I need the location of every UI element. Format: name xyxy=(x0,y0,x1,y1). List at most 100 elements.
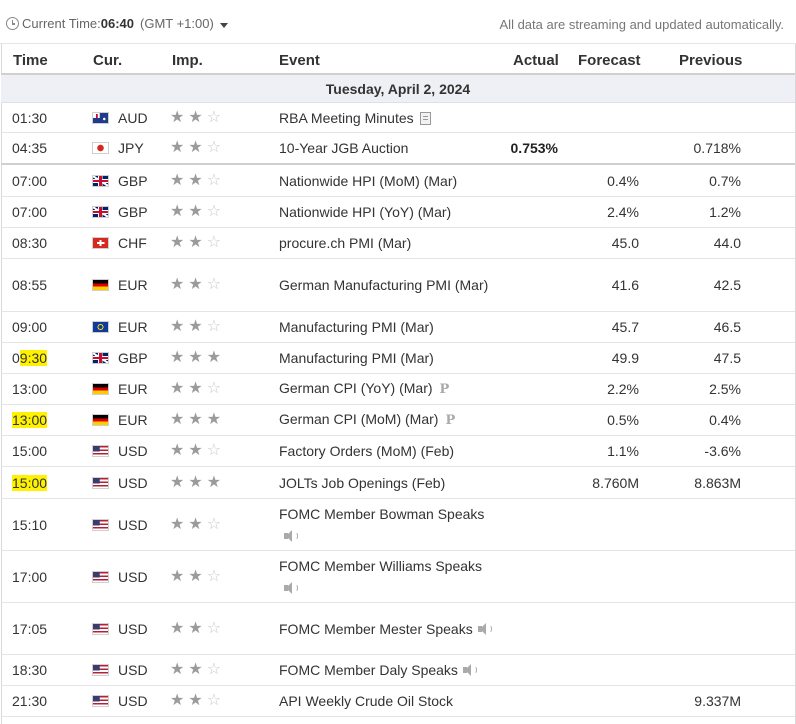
timezone-label: (GMT +1:00) xyxy=(140,16,214,31)
table-row[interactable]: 21:30 USD ★ ★ ☆ API Weekly Crude Oil Stock 9.3… xyxy=(1,686,795,717)
forecast-value: 0.5% xyxy=(607,412,639,428)
col-header-importance[interactable]: Imp. xyxy=(172,52,203,69)
event-name[interactable]: FOMC Member Williams Speaks xyxy=(279,555,494,599)
star-filled-icon: ★ xyxy=(188,349,203,366)
table-row[interactable]: 17:00 USD ★ ★ ☆ FOMC Member Williams Speaks xyxy=(1,551,795,603)
timezone-selector[interactable]: Current Time: 06:40 (GMT +1:00) xyxy=(6,16,228,31)
table-row[interactable]: 07:00 GBP ★ ★ ☆ Nationwide HPI (MoM) (Mar) 0.4… xyxy=(1,165,795,197)
star-empty-icon: ☆ xyxy=(206,234,222,251)
event-name[interactable]: Manufacturing PMI (Mar) xyxy=(279,350,434,366)
star-empty-icon: ☆ xyxy=(206,203,222,220)
star-empty-icon: ☆ xyxy=(206,380,222,397)
importance-rating: ★ ★ ☆ xyxy=(170,235,221,251)
usd-flag-icon xyxy=(92,476,109,489)
event-time: 17:05 xyxy=(12,620,48,637)
event-name[interactable]: API Weekly Crude Oil Stock xyxy=(279,693,454,709)
previous-value: 1.2% xyxy=(709,204,741,220)
event-time: 15:00 xyxy=(12,443,48,459)
star-filled-icon: ★ xyxy=(188,108,203,126)
table-header: Time Cur. Imp. Event Actual Forecast Pre… xyxy=(1,45,795,75)
star-filled-icon: ★ xyxy=(170,171,185,189)
previous-value: 44.0 xyxy=(713,235,741,251)
importance-rating: ★ ★ ☆ xyxy=(170,277,221,293)
event-name[interactable]: FOMC Member Bowman Speaks xyxy=(279,503,494,547)
col-header-forecast[interactable]: Forecast xyxy=(578,52,641,69)
star-filled-icon: ★ xyxy=(170,234,185,251)
star-empty-icon: ☆ xyxy=(206,567,222,585)
col-header-actual[interactable]: Actual xyxy=(513,52,559,69)
table-row[interactable]: 01:30 AUD ★ ★ ☆ RBA Meeting Minutes xyxy=(1,103,795,133)
table-row[interactable]: 18:30 USD ★ ★ ☆ FOMC Member Daly Speaks xyxy=(1,655,795,686)
preliminary-icon: P xyxy=(439,382,450,397)
event-time: 08:30 xyxy=(12,235,48,251)
table-row[interactable]: 15:00 USD ★ ★ ★ JOLTs Job Openings (Feb) 8.760… xyxy=(1,467,795,499)
table-row[interactable]: 08:30 CHF ★ ★ ☆ procure.ch PMI (Mar) 45.0 44.0 xyxy=(1,228,795,259)
star-filled-icon: ★ xyxy=(188,473,203,491)
event-name[interactable]: FOMC Member Daly Speaks xyxy=(279,659,494,681)
previous-value: 46.5 xyxy=(713,319,741,335)
currency-code: USD xyxy=(118,662,148,678)
forecast-value: 45.0 xyxy=(611,235,639,251)
table-row[interactable]: 04:35 JPY ★ ★ ☆ 10-Year JGB Auction 0.753% 0.71… xyxy=(1,133,795,165)
event-name[interactable]: procure.ch PMI (Mar) xyxy=(279,235,412,251)
col-header-time[interactable]: Time xyxy=(13,52,48,69)
star-filled-icon: ★ xyxy=(188,318,203,335)
star-filled-icon: ★ xyxy=(188,411,203,428)
table-row[interactable]: 08:55 EUR ★ ★ ☆ German Manufacturing PMI (Mar… xyxy=(1,259,795,312)
star-filled-icon: ★ xyxy=(188,515,203,533)
table-row[interactable]: 13:00 EUR ★ ★ ☆ German CPI (YoY) (Mar) P 2.2% 2.… xyxy=(1,374,795,405)
speaker-icon xyxy=(284,581,298,594)
star-filled-icon: ★ xyxy=(170,442,185,459)
eur-flag-icon xyxy=(92,279,109,291)
event-time: 09:00 xyxy=(12,319,48,335)
event-name[interactable]: Nationwide HPI (YoY) (Mar) xyxy=(279,204,452,220)
table-row[interactable]: 09:30 GBP ★ ★ ★ Manufacturing PMI (Mar) 49.9 47… xyxy=(1,343,795,374)
table-row[interactable]: 15:10 USD ★ ★ ☆ FOMC Member Bowman Speaks xyxy=(1,499,795,551)
star-empty-icon: ☆ xyxy=(206,442,222,459)
star-filled-icon: ★ xyxy=(188,171,203,189)
event-name[interactable]: Factory Orders (MoM) (Feb) xyxy=(279,443,455,459)
document-icon[interactable] xyxy=(419,111,431,125)
importance-rating: ★ ★ ☆ xyxy=(170,620,221,637)
col-header-event[interactable]: Event xyxy=(279,52,320,69)
star-filled-icon: ★ xyxy=(170,203,185,220)
event-name[interactable]: German CPI (YoY) (Mar) P xyxy=(279,377,494,401)
star-empty-icon: ☆ xyxy=(206,108,222,126)
importance-rating: ★ ★ ☆ xyxy=(170,662,221,678)
star-filled-icon: ★ xyxy=(170,380,185,397)
table-row[interactable]: 13:00 EUR ★ ★ ★ German CPI (MoM) (Mar) P 0.5% 0.… xyxy=(1,405,795,436)
chevron-down-icon[interactable] xyxy=(219,22,228,28)
event-name[interactable]: Nationwide HPI (MoM) (Mar) xyxy=(279,172,458,189)
importance-rating: ★ ★ ★ xyxy=(170,473,221,491)
star-filled-icon: ★ xyxy=(188,692,203,709)
speaker-icon xyxy=(462,664,477,676)
star-filled-icon: ★ xyxy=(188,234,203,251)
forecast-value: 41.6 xyxy=(611,277,639,293)
col-header-previous[interactable]: Previous xyxy=(679,52,743,69)
currency-code: CHF xyxy=(118,235,147,251)
event-name[interactable]: FOMC Member Mester Speaks xyxy=(279,618,494,640)
event-time: 09:30 xyxy=(12,350,48,366)
gbp-flag-icon xyxy=(92,174,109,187)
event-name[interactable]: JOLTs Job Openings (Feb) xyxy=(279,474,446,491)
event-name[interactable]: Manufacturing PMI (Mar) xyxy=(279,319,434,335)
event-name[interactable]: RBA Meeting Minutes xyxy=(279,107,494,129)
table-row[interactable]: 09:00 EUR ★ ★ ☆ Manufacturing PMI (Mar) 45.7 46… xyxy=(1,312,795,343)
table-row[interactable]: 15:00 USD ★ ★ ☆ Factory Orders (MoM) (Feb) 1.1… xyxy=(1,436,795,467)
event-time: 07:00 xyxy=(12,204,48,220)
col-header-currency[interactable]: Cur. xyxy=(93,52,123,69)
event-name[interactable]: German CPI (MoM) (Mar) P xyxy=(279,408,494,432)
day-header: Tuesday, April 2, 2024 xyxy=(1,75,795,103)
event-name[interactable]: 10-Year JGB Auction xyxy=(279,140,409,156)
star-filled-icon: ★ xyxy=(188,139,203,156)
eur-flag-icon xyxy=(92,414,109,426)
current-time-value: 06:40 xyxy=(100,16,134,31)
event-time: 08:55 xyxy=(12,277,48,293)
table-row[interactable]: 17:05 USD ★ ★ ☆ FOMC Member Mester Speaks xyxy=(1,603,795,655)
jpy-flag-icon xyxy=(92,142,109,154)
table-row[interactable]: 07:00 GBP ★ ★ ☆ Nationwide HPI (YoY) (Mar) 2.4… xyxy=(1,197,795,228)
event-name[interactable]: German Manufacturing PMI (Mar) xyxy=(279,277,489,293)
star-filled-icon: ★ xyxy=(170,139,185,156)
importance-rating: ★ ★ ☆ xyxy=(170,140,221,156)
previous-value: 47.5 xyxy=(713,350,741,366)
